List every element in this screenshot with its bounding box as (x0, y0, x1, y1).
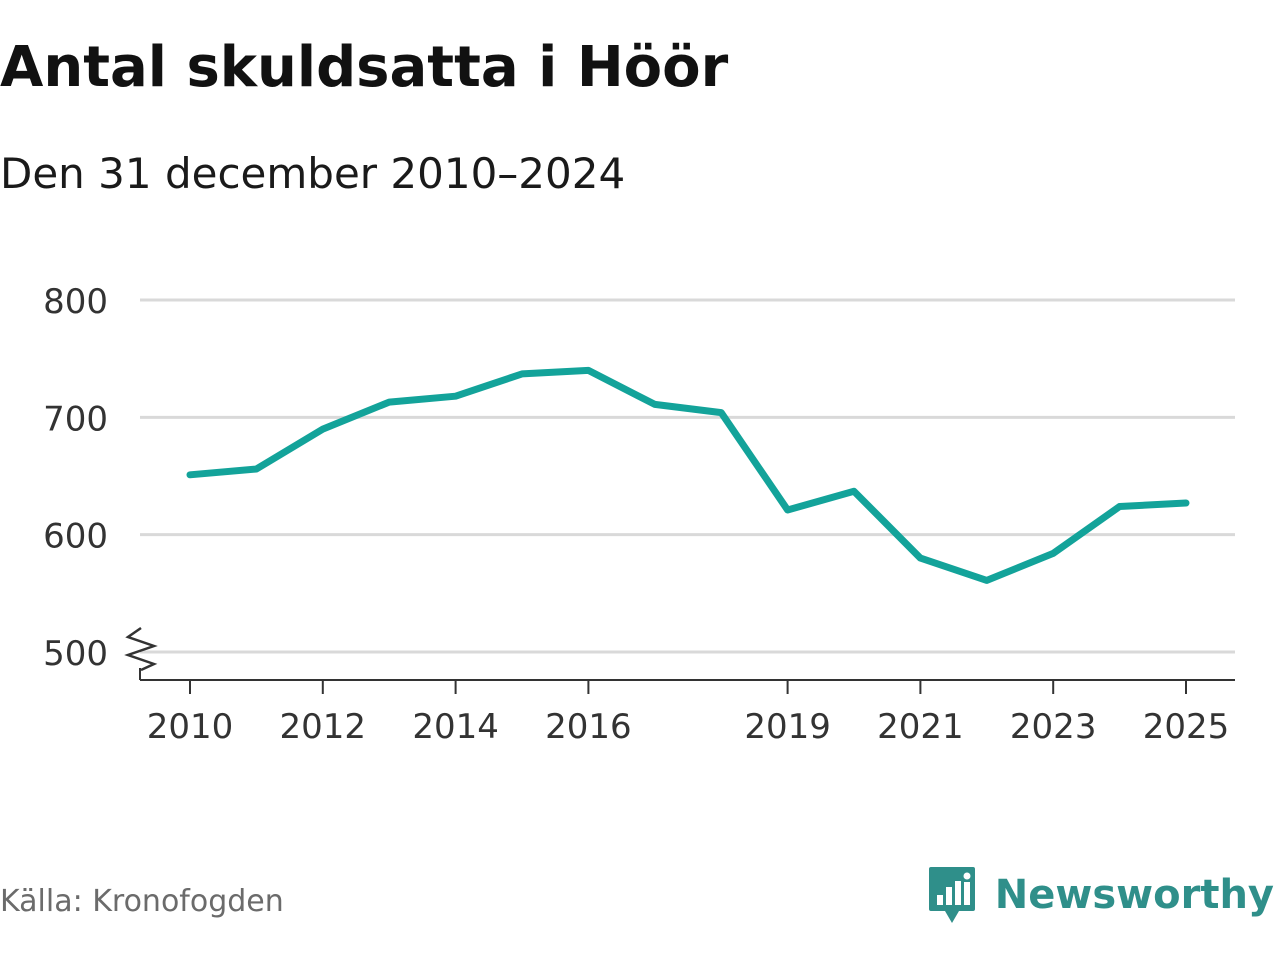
series-line-0 (186, 366, 1190, 584)
brand-logo: Newsworthy (927, 864, 1274, 926)
x-axis (124, 626, 1235, 694)
y-tick-label-500: 500 (43, 634, 108, 674)
brand-name: Newsworthy (994, 872, 1274, 918)
source-credit: Källa: Kronofogden (0, 884, 284, 919)
chart-subtitle: Den 31 december 2010–2024 (0, 149, 626, 198)
newsworthy-logo-icon (928, 867, 975, 923)
x-tick-label-2014: 2014 (412, 707, 499, 747)
x-tick-label-2019: 2019 (744, 707, 831, 747)
x-axis-tick-labels: 2010 2012 2014 2016 2019 2021 2023 2025 (147, 707, 1230, 747)
gridlines (140, 298, 1235, 654)
y-tick-label-700: 700 (43, 399, 108, 439)
x-tick-label-2012: 2012 (280, 707, 367, 747)
x-tick-label-2021: 2021 (877, 707, 964, 747)
y-axis-break-icon (124, 626, 158, 672)
x-tick-label-2010: 2010 (147, 707, 234, 747)
x-tick-label-2023: 2023 (1010, 707, 1097, 747)
y-tick-label-600: 600 (43, 517, 108, 557)
y-tick-label-800: 800 (43, 282, 108, 322)
y-axis-tick-labels: 500 600 700 800 (43, 282, 108, 674)
x-tick-label-2016: 2016 (545, 707, 632, 747)
line-chart: 500 600 700 800 2010 2012 2014 2016 2019 2021 202… (43, 282, 1235, 747)
series-layer (186, 366, 1190, 584)
x-tick-label-2025: 2025 (1143, 707, 1230, 747)
chart-title: Antal skuldsatta i Höör (0, 35, 729, 100)
